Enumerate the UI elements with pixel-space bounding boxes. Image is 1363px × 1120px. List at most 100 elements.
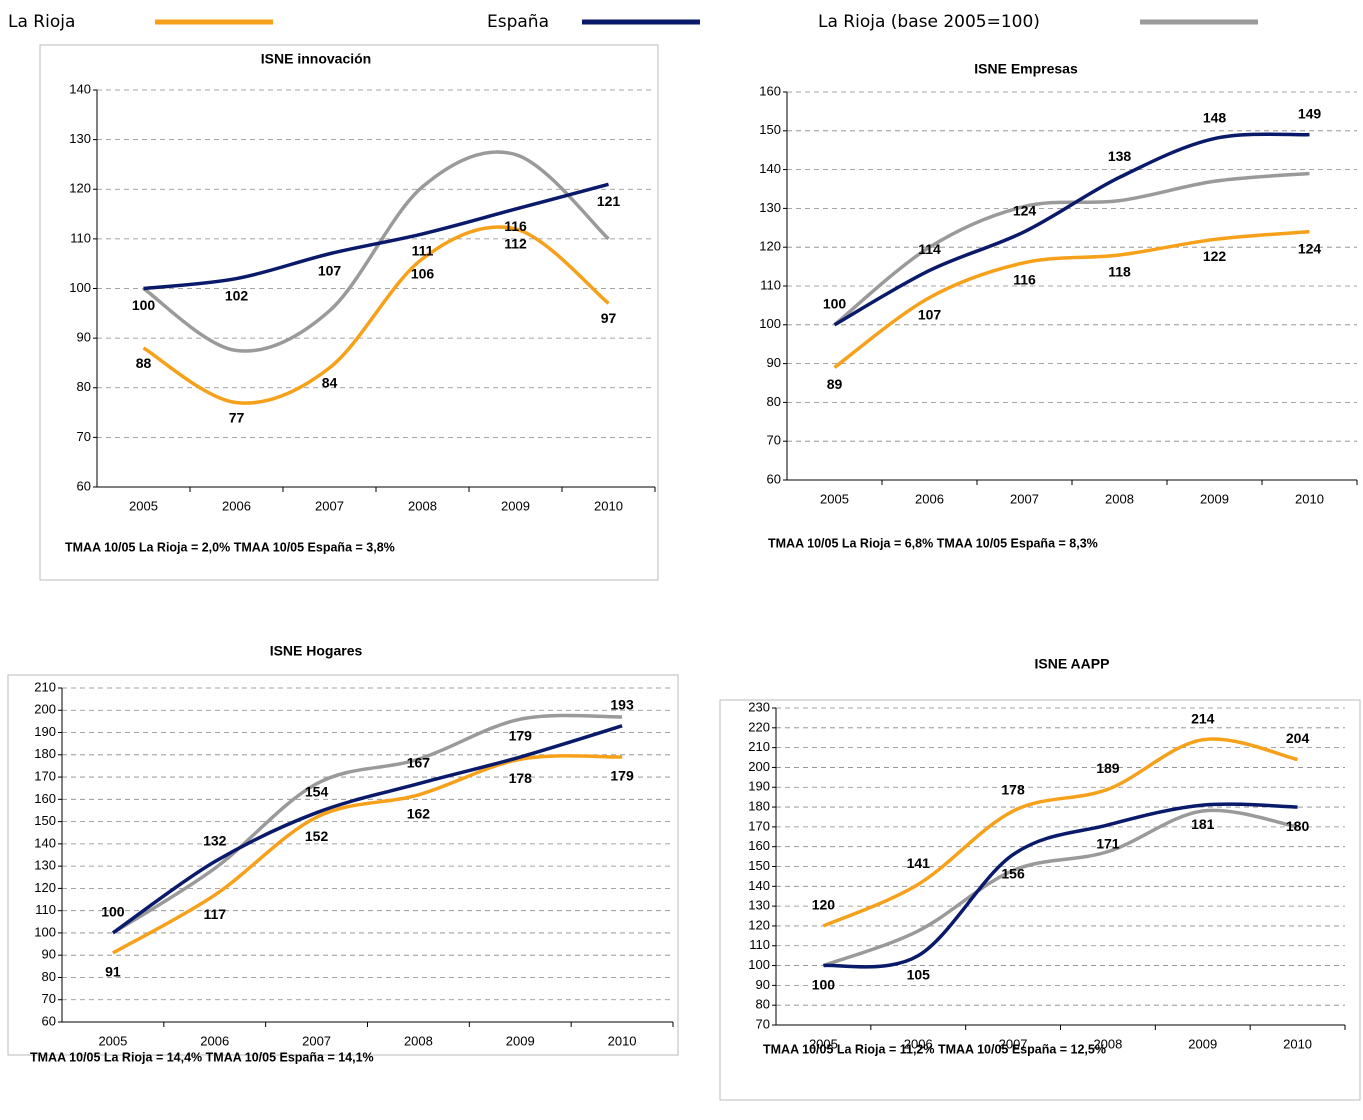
data-label: 91 (105, 964, 121, 980)
data-label: 111 (412, 243, 434, 259)
y-tick-label: 100 (69, 280, 91, 295)
legend-label: España (487, 12, 549, 32)
y-tick-label: 60 (77, 478, 91, 493)
data-label: 178 (1001, 782, 1025, 798)
chart: ISNE innovación 60 70 80 90 100 110 120 130 140 20… (39, 44, 659, 581)
y-tick-label: 80 (756, 997, 770, 1012)
y-tick-label: 150 (759, 122, 781, 137)
y-tick-label: 190 (34, 724, 56, 739)
legend-label: La Rioja (8, 12, 75, 32)
y-tick-label: 120 (69, 181, 91, 196)
legend-label: La Rioja (base 2005=100) (818, 12, 1040, 32)
panel-frame (719, 699, 1361, 1101)
series-line (822, 808, 1298, 968)
data-label: 112 (504, 236, 527, 252)
y-tick-label: 90 (77, 330, 91, 345)
x-tick-label: 2009 (506, 1033, 535, 1048)
y-tick-label: 110 (35, 902, 56, 917)
footnote: TMAA 10/05 La Rioja = 2,0% TMAA 10/05 Es… (65, 540, 395, 554)
y-tick-label: 70 (42, 991, 56, 1006)
series-line (112, 754, 623, 955)
x-tick-label: 2007 (999, 1036, 1028, 1051)
x-tick-label: 2005 (820, 491, 849, 506)
y-tick-label: 180 (748, 799, 770, 814)
x-tick-label: 2008 (1093, 1036, 1122, 1051)
data-label: 120 (812, 897, 836, 913)
y-tick-label: 150 (34, 813, 56, 828)
data-label: 107 (318, 262, 342, 278)
y-tick-label: 90 (42, 947, 56, 962)
data-label: 89 (827, 376, 843, 392)
chart: ISNE Empresas 60 70 80 90 100 110 120 130 140 150 1… (759, 61, 1358, 550)
data-label: 152 (305, 828, 329, 844)
y-tick-label: 60 (42, 1013, 56, 1028)
y-tick-label: 200 (748, 759, 770, 774)
x-tick-label: 2009 (501, 498, 530, 513)
chart: ISNE AAPP 70 80 90 100 110 120 130 140 150 160 170 1… (719, 656, 1361, 1101)
y-tick-label: 130 (759, 200, 781, 215)
series-line (833, 171, 1310, 327)
chart-title: ISNE Hogares (270, 643, 363, 659)
y-tick-label: 70 (767, 433, 781, 448)
data-label: 84 (322, 375, 338, 391)
x-tick-label: 2008 (404, 1033, 433, 1048)
x-tick-label: 2006 (904, 1036, 933, 1051)
data-label: 100 (812, 976, 836, 992)
y-tick-label: 180 (34, 746, 56, 761)
data-label: 149 (1298, 105, 1322, 121)
footnote: TMAA 10/05 La Rioja = 14,4% TMAA 10/05 E… (30, 1050, 374, 1064)
y-tick-label: 70 (77, 429, 91, 444)
y-tick-label: 140 (34, 835, 56, 850)
data-label: 107 (918, 306, 942, 322)
data-label: 114 (918, 241, 941, 257)
data-label: 154 (305, 783, 329, 799)
y-tick-label: 60 (767, 471, 781, 486)
series-line (142, 150, 610, 353)
y-tick-label: 100 (34, 924, 56, 939)
y-tick-label: 130 (69, 131, 91, 146)
x-tick-label: 2010 (1295, 491, 1324, 506)
series-line (823, 802, 1298, 969)
data-label: 141 (907, 855, 931, 871)
series-line (111, 724, 623, 935)
y-tick-label: 170 (748, 818, 770, 833)
series-line (142, 225, 610, 405)
y-tick-label: 70 (756, 1016, 770, 1031)
y-tick-label: 210 (748, 739, 770, 754)
data-label: 100 (823, 296, 847, 312)
x-tick-label: 2005 (129, 498, 158, 513)
x-tick-label: 2007 (315, 498, 344, 513)
data-label: 171 (1096, 836, 1120, 852)
data-label: 106 (411, 265, 435, 281)
y-tick-label: 220 (748, 719, 770, 734)
data-label: 116 (1013, 271, 1036, 287)
x-tick-label: 2010 (608, 1033, 637, 1048)
y-tick-label: 170 (34, 769, 56, 784)
y-tick-label: 140 (748, 878, 770, 893)
data-label: 121 (597, 193, 621, 209)
data-label: 189 (1096, 760, 1120, 776)
y-tick-label: 80 (42, 969, 56, 984)
chart-title: ISNE innovación (261, 51, 371, 67)
y-tick-label: 200 (34, 702, 56, 717)
data-label: 77 (229, 409, 245, 425)
data-label: 178 (509, 770, 533, 786)
data-label: 97 (601, 310, 617, 326)
chart-title: ISNE AAPP (1035, 656, 1110, 672)
data-label: 102 (225, 287, 249, 303)
y-tick-label: 80 (77, 379, 91, 394)
x-tick-label: 2006 (222, 498, 251, 513)
data-label: 138 (1108, 148, 1132, 164)
y-tick-label: 150 (748, 858, 770, 873)
series-line (143, 182, 609, 291)
data-label: 116 (504, 218, 527, 234)
data-label: 167 (407, 754, 431, 770)
y-tick-label: 160 (759, 83, 781, 98)
y-tick-label: 80 (767, 394, 781, 409)
footnote: TMAA 10/05 La Rioja = 11,2% TMAA 10/05 E… (763, 1042, 1106, 1056)
data-label: 162 (407, 806, 431, 822)
y-tick-label: 130 (34, 858, 56, 873)
x-tick-label: 2010 (594, 498, 623, 513)
y-tick-label: 120 (748, 917, 770, 932)
data-label: 122 (1203, 248, 1227, 264)
